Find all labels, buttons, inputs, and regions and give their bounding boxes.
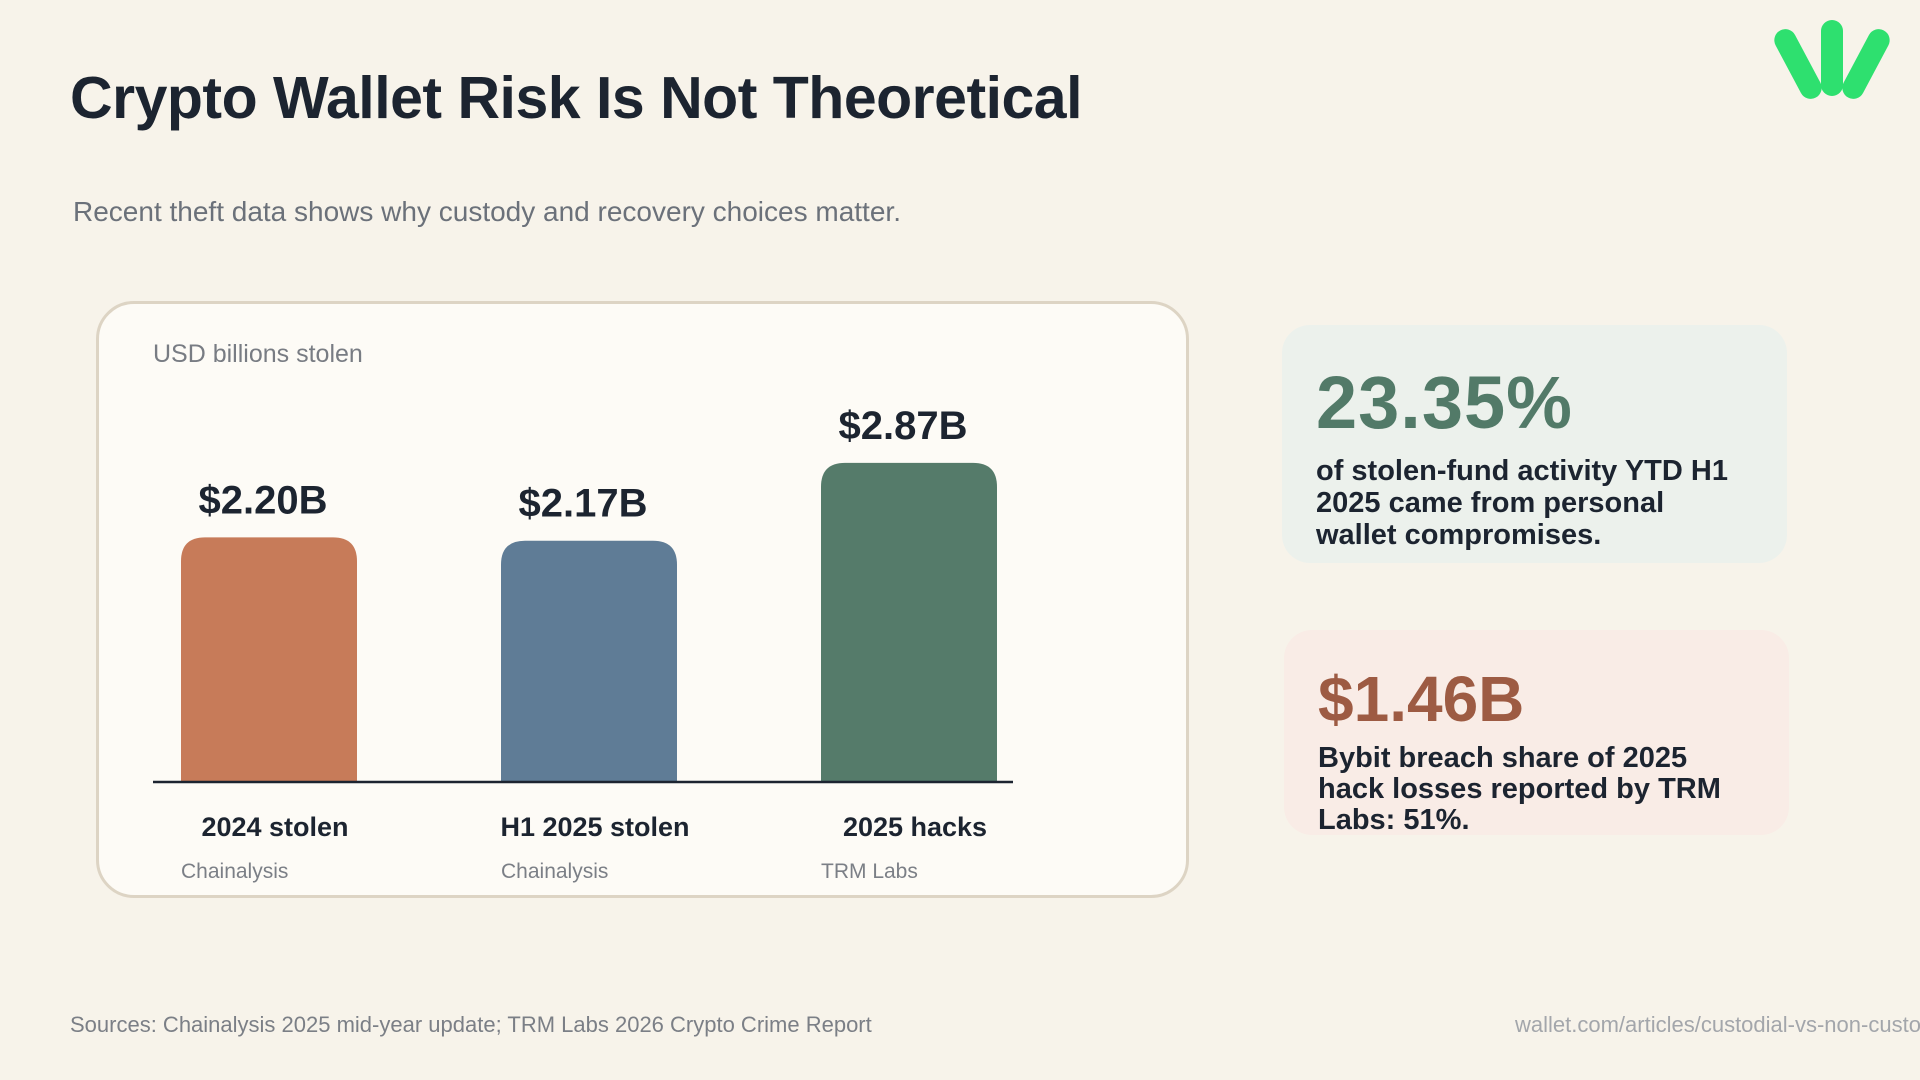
leaf-logo-icon [1774, 20, 1890, 99]
stat-value: $1.46B [1318, 663, 1525, 735]
page-title: Crypto Wallet Risk Is Not Theoretical [70, 65, 1083, 131]
bar-value-label: $2.17B [519, 482, 648, 526]
bar [501, 540, 677, 782]
bar-source-label: TRM Labs [821, 860, 918, 883]
stat-card-bybit-breach: $1.46B Bybit breach share of 2025 hack l… [1284, 630, 1789, 836]
x-tick-label: 2025 hacks [843, 812, 987, 842]
bar-source-label: Chainalysis [181, 860, 288, 883]
bars-layer: $2.20B 2024 stolen Chainalysis $2.17B H1 202… [181, 404, 997, 883]
bar-value-label: $2.87B [839, 404, 968, 448]
stat-description: of stolen-fund activity YTD H1 2025 came… [1316, 455, 1728, 551]
stat-card-personal-wallet: 23.35% of stolen-fund activity YTD H1 20… [1282, 325, 1787, 563]
bar [821, 462, 997, 782]
stat-description: Bybit breach share of 2025 hack losses r… [1318, 742, 1721, 836]
page-subtitle: Recent theft data shows why custody and … [73, 196, 901, 227]
x-tick-label: H1 2025 stolen [500, 812, 689, 842]
x-tick-label: 2024 stolen [201, 812, 348, 842]
bar [181, 537, 357, 782]
bar-source-label: Chainalysis [501, 860, 608, 883]
chart-card: USD billions stolen $2.20B 2024 stolen Cha… [96, 301, 1189, 898]
bar-chart: USD billions stolen $2.20B 2024 stolen Cha… [153, 340, 1013, 883]
bar-value-label: $2.20B [199, 478, 328, 522]
y-axis-unit-label: USD billions stolen [153, 340, 363, 368]
footer-sources: Sources: Chainalysis 2025 mid-year updat… [70, 1012, 872, 1037]
footer-url: wallet.com/articles/custodial-vs-non-cus… [1515, 1012, 1920, 1037]
stat-value: 23.35% [1316, 361, 1573, 444]
